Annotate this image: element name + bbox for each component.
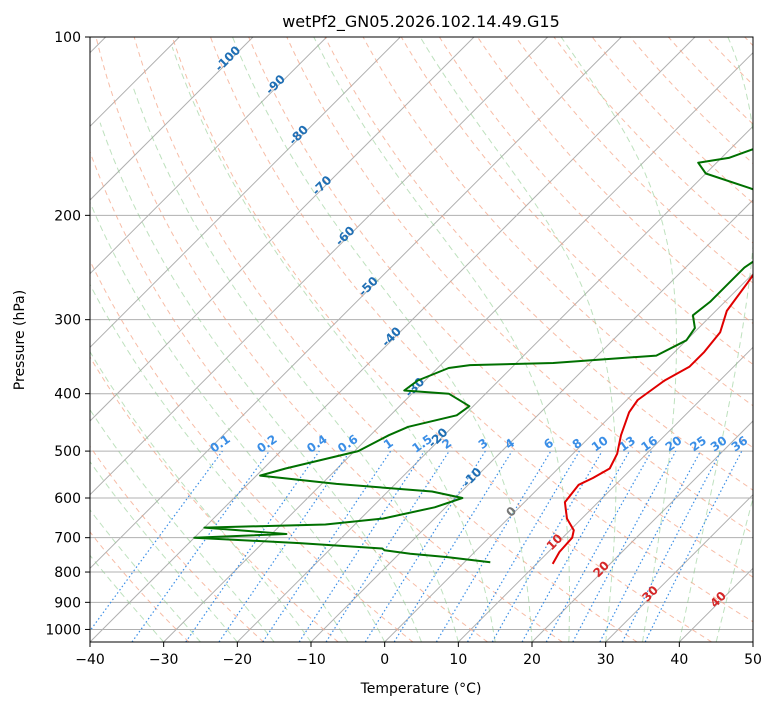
mixing-ratio-line [90, 450, 223, 632]
dry-adiabat-line [438, 37, 753, 365]
dry-adiabat-line [286, 37, 753, 534]
isotherm-line [531, 420, 753, 642]
isotherm-line [90, 37, 401, 349]
x-tick-label: 20 [523, 652, 541, 668]
sounding-profiles [193, 148, 753, 565]
moist-adiabat-line [171, 46, 496, 642]
x-tick-label: −10 [296, 652, 326, 668]
dry-adiabat-line [248, 37, 753, 578]
mixing-ratio-line [466, 450, 580, 642]
mixing-ratio-line [572, 450, 677, 642]
y-axis-title: Pressure (hPa) [12, 290, 28, 390]
moist-adiabat-line [232, 37, 533, 642]
moist-adiabat-line [678, 37, 753, 642]
dry-adiabat-line [90, 356, 339, 642]
dry-adiabat-line [133, 37, 638, 642]
mixing-ratio-line [185, 450, 320, 642]
mixing-ratio-line [131, 450, 270, 642]
moist-adiabat-line [715, 496, 753, 642]
y-tick-label: 1000 [45, 622, 81, 638]
isotherm-line [90, 37, 622, 570]
y-tick-label: 700 [54, 531, 81, 547]
mixing-ratio-line [325, 450, 450, 642]
mixing-ratio-line [393, 450, 513, 642]
y-tick-label: 300 [54, 313, 81, 329]
moist-adiabat-line [90, 350, 312, 642]
mixing-ratio-line [435, 450, 552, 642]
dry-adiabat-line [90, 531, 190, 642]
x-tick-label: 10 [449, 652, 467, 668]
dry-adiabat-line [90, 259, 414, 642]
dry-adiabat-line [210, 37, 753, 623]
dry-adiabat-line [324, 37, 753, 491]
x-tick-label: 0 [380, 652, 389, 668]
moist-adiabat-line [90, 408, 275, 642]
background-lines [90, 37, 753, 642]
plot-frame [89, 36, 754, 643]
isotherm-line [605, 493, 753, 642]
moist-adiabat-line [90, 201, 386, 642]
x-tick-label: −20 [223, 652, 253, 668]
mixing-ratio-line [491, 450, 603, 642]
chart-title: wetPf2_GN05.2026.102.14.49.G15 [282, 12, 560, 32]
moist-adiabat-line [560, 37, 677, 642]
moist-adiabat-line [90, 509, 201, 642]
dewpoint-profile-line [193, 148, 753, 564]
x-tick-label: 40 [670, 652, 688, 668]
y-tick-label: 100 [54, 30, 81, 46]
x-tick-label: −40 [75, 652, 105, 668]
isotherm-line [90, 37, 549, 496]
mixing-ratio-line [364, 450, 486, 642]
isotherm-line [90, 37, 328, 275]
y-tick-label: 400 [54, 387, 81, 403]
moist-adiabat-line [90, 283, 349, 642]
mixing-ratio-line [545, 450, 653, 642]
y-tick-label: 200 [54, 208, 81, 224]
y-tick-label: 900 [54, 595, 81, 611]
x-tick-label: −30 [149, 652, 179, 668]
moist-adiabat-line [99, 122, 422, 642]
x-axis: −40 −30 −20 −10 0 10 20 30 40 50 [75, 642, 762, 668]
y-axis: 100 200 300 400 500 600 700 800 900 1000 [45, 30, 90, 638]
y-tick-label: 600 [54, 491, 81, 507]
moist-adiabat-line [419, 37, 617, 642]
y-tick-label: 800 [54, 565, 81, 581]
isotherm-line [457, 346, 753, 642]
x-tick-label: 50 [744, 652, 762, 668]
x-tick-label: 30 [597, 652, 615, 668]
isotherm-line [236, 125, 753, 642]
dry-adiabat-line [400, 37, 753, 407]
mixing-ratio-line [521, 450, 631, 642]
x-axis-title: Temperature (°C) [360, 681, 482, 697]
isotherm-line [90, 37, 475, 422]
temperature-profile-line [551, 273, 753, 565]
isotherm-line [90, 37, 696, 642]
dry-adiabat-line [95, 37, 563, 642]
dry-adiabat-line [362, 37, 753, 449]
y-tick-label: 500 [54, 444, 81, 460]
